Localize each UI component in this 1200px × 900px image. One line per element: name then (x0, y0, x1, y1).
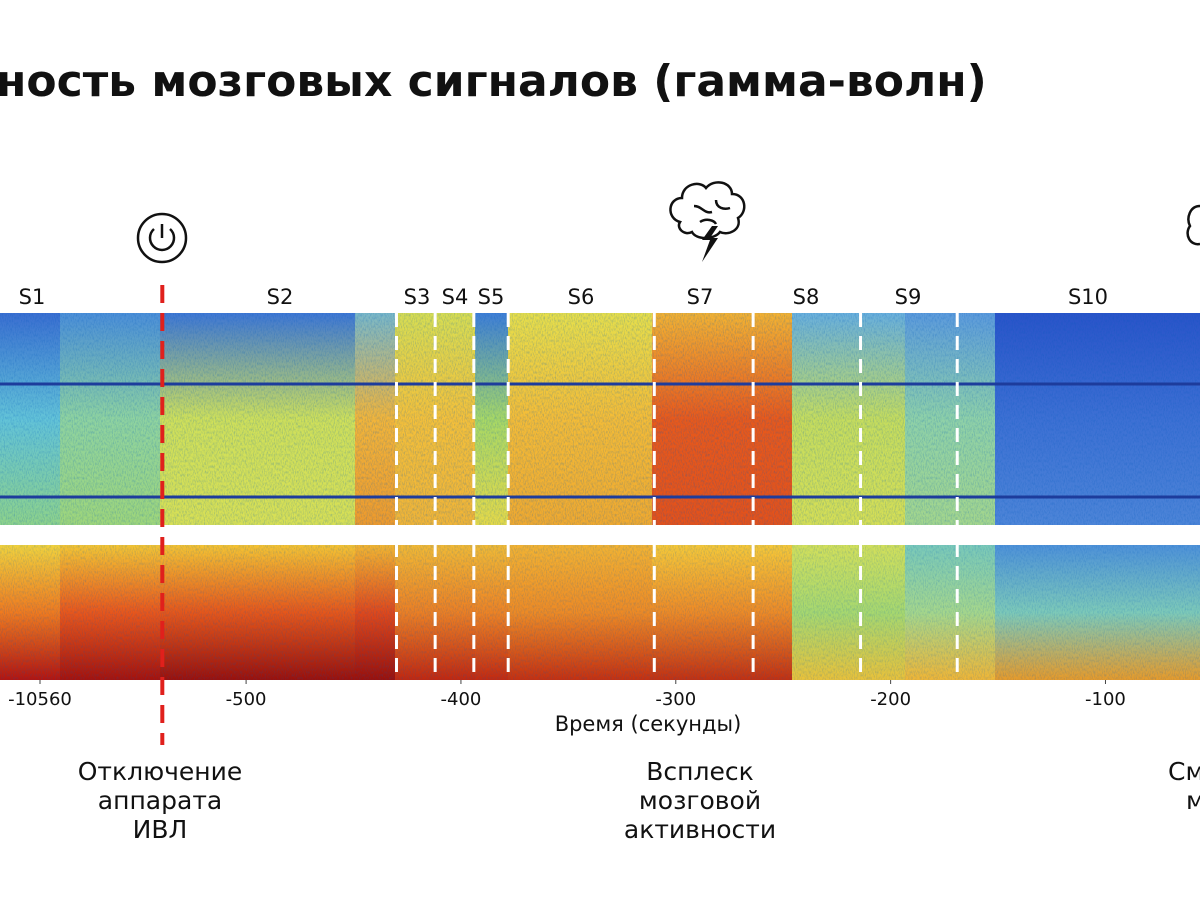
brain-icon (669, 181, 746, 240)
annotation: Отключение (78, 757, 243, 786)
segment-label: S7 (687, 285, 714, 309)
annotation: мозговой (639, 786, 761, 815)
x-tick-label: -300 (655, 689, 696, 710)
head-icon (1186, 204, 1200, 246)
x-tick-label: -200 (870, 689, 911, 710)
segment-label: S8 (793, 285, 820, 309)
x-tick-label: -400 (441, 689, 482, 710)
lightning-icon (702, 226, 718, 262)
annotation: Всплеск (646, 757, 753, 786)
plot: S1 S2 S3 S4 S5 S6 S7 S8 S9 S10 -10560 -500 -400 -300 -… (8, 285, 1200, 844)
segment-label: S5 (478, 285, 505, 309)
segment-label: S2 (267, 285, 294, 309)
x-tick-label: -100 (1085, 689, 1126, 710)
annotation: активности (624, 815, 776, 844)
x-axis-label: Время (секунды) (555, 712, 742, 736)
chart-title: ность мозговых сигналов (гамма-волн) (0, 56, 987, 107)
segment-label: S3 (404, 285, 431, 309)
annotation: аппарата (98, 786, 222, 815)
annotation: См (1168, 757, 1200, 786)
segment-label: S1 (19, 285, 46, 309)
segment-label: S4 (442, 285, 469, 309)
segment-label: S9 (895, 285, 922, 309)
x-tick-label: -10560 (8, 689, 72, 710)
x-tick-label: -500 (226, 689, 267, 710)
segment-label: S6 (568, 285, 595, 309)
spectrogram (0, 313, 1200, 680)
annotation: м (1186, 786, 1200, 815)
power-icon (136, 212, 188, 264)
spectrogram-texture (0, 545, 1200, 680)
segment-label: S10 (1068, 285, 1108, 309)
annotation: ИВЛ (133, 815, 188, 844)
spectrogram-texture (0, 313, 1200, 525)
